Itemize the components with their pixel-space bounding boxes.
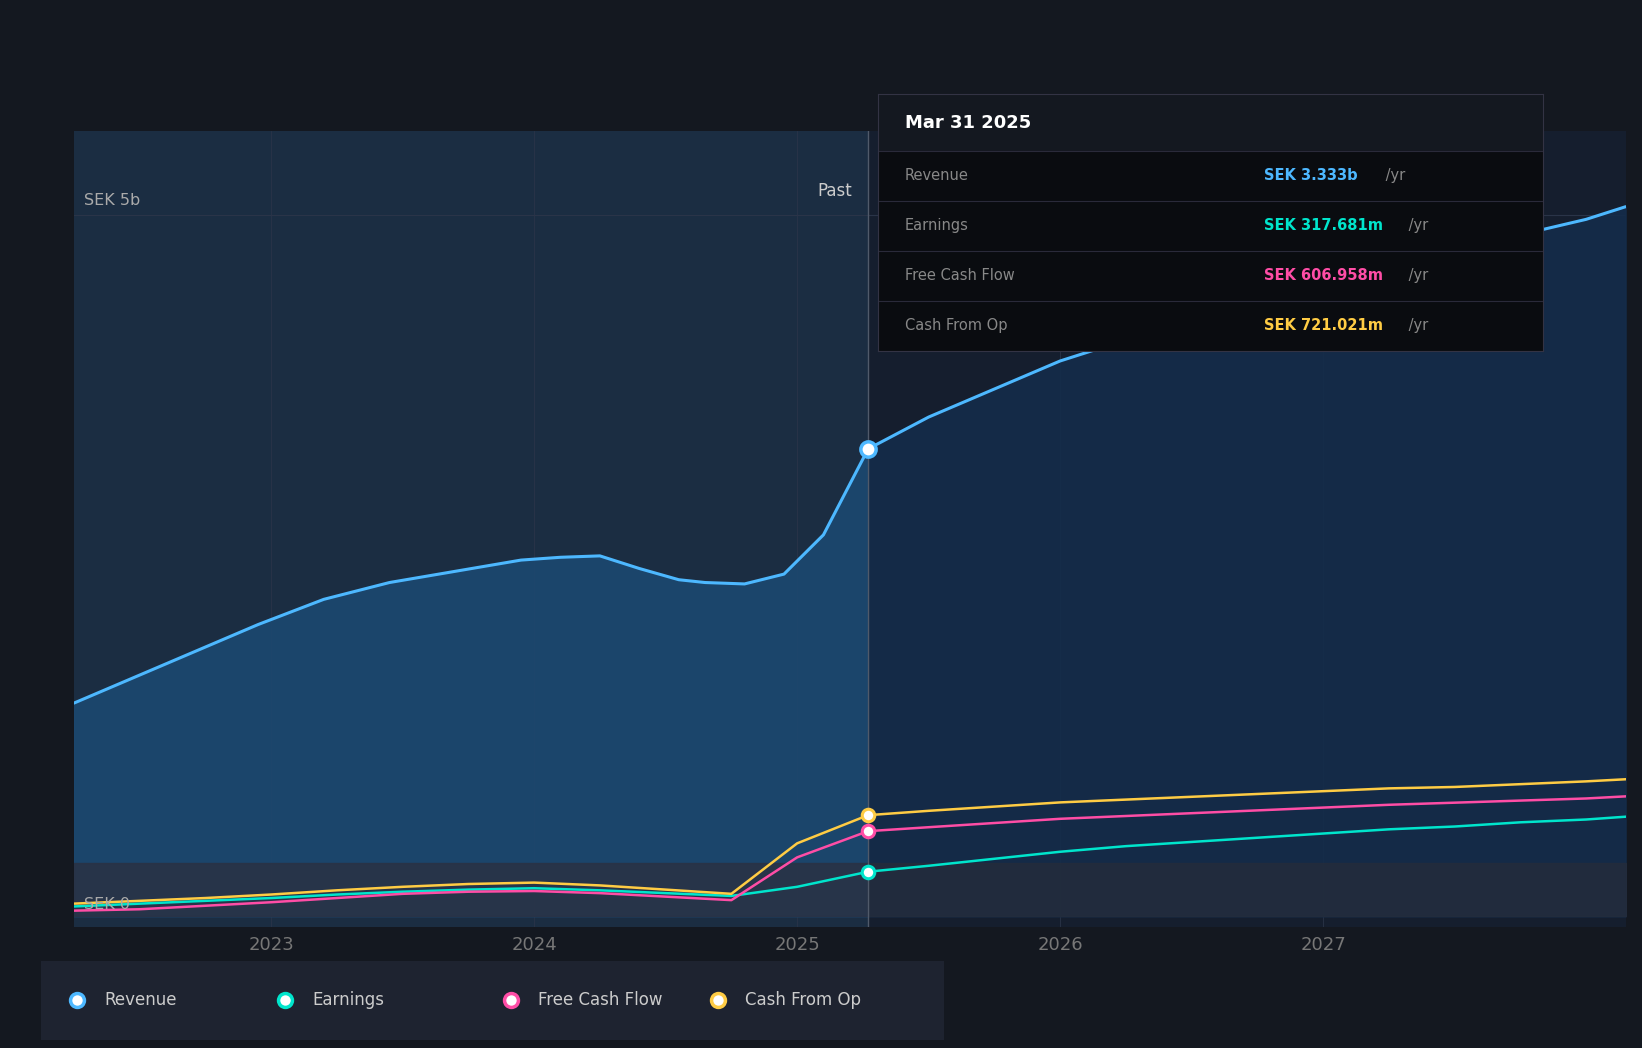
Text: Analysts Forecasts: Analysts Forecasts (883, 182, 1039, 200)
Text: /yr: /yr (1381, 168, 1406, 182)
Text: Past: Past (818, 182, 852, 200)
Text: SEK 317.681m: SEK 317.681m (1264, 218, 1383, 233)
Text: SEK 721.021m: SEK 721.021m (1264, 318, 1383, 333)
Bar (74, 131, 869, 927)
Text: /yr: /yr (1404, 218, 1429, 233)
Text: Earnings: Earnings (312, 991, 384, 1009)
Bar (869, 131, 1626, 927)
Text: Earnings: Earnings (905, 218, 969, 233)
Text: Cash From Op: Cash From Op (745, 991, 862, 1009)
Text: Revenue: Revenue (105, 991, 177, 1009)
Text: /yr: /yr (1404, 268, 1429, 283)
Text: SEK 606.958m: SEK 606.958m (1264, 268, 1383, 283)
Text: SEK 3.333b: SEK 3.333b (1264, 168, 1358, 182)
Bar (878, 94, 1543, 151)
Text: SEK 0: SEK 0 (84, 897, 130, 912)
Text: Free Cash Flow: Free Cash Flow (539, 991, 662, 1009)
Text: SEK 5b: SEK 5b (84, 193, 141, 209)
Text: /yr: /yr (1404, 318, 1429, 333)
Text: Free Cash Flow: Free Cash Flow (905, 268, 1015, 283)
Text: Cash From Op: Cash From Op (905, 318, 1008, 333)
Text: Mar 31 2025: Mar 31 2025 (905, 113, 1031, 132)
Text: Revenue: Revenue (905, 168, 969, 182)
